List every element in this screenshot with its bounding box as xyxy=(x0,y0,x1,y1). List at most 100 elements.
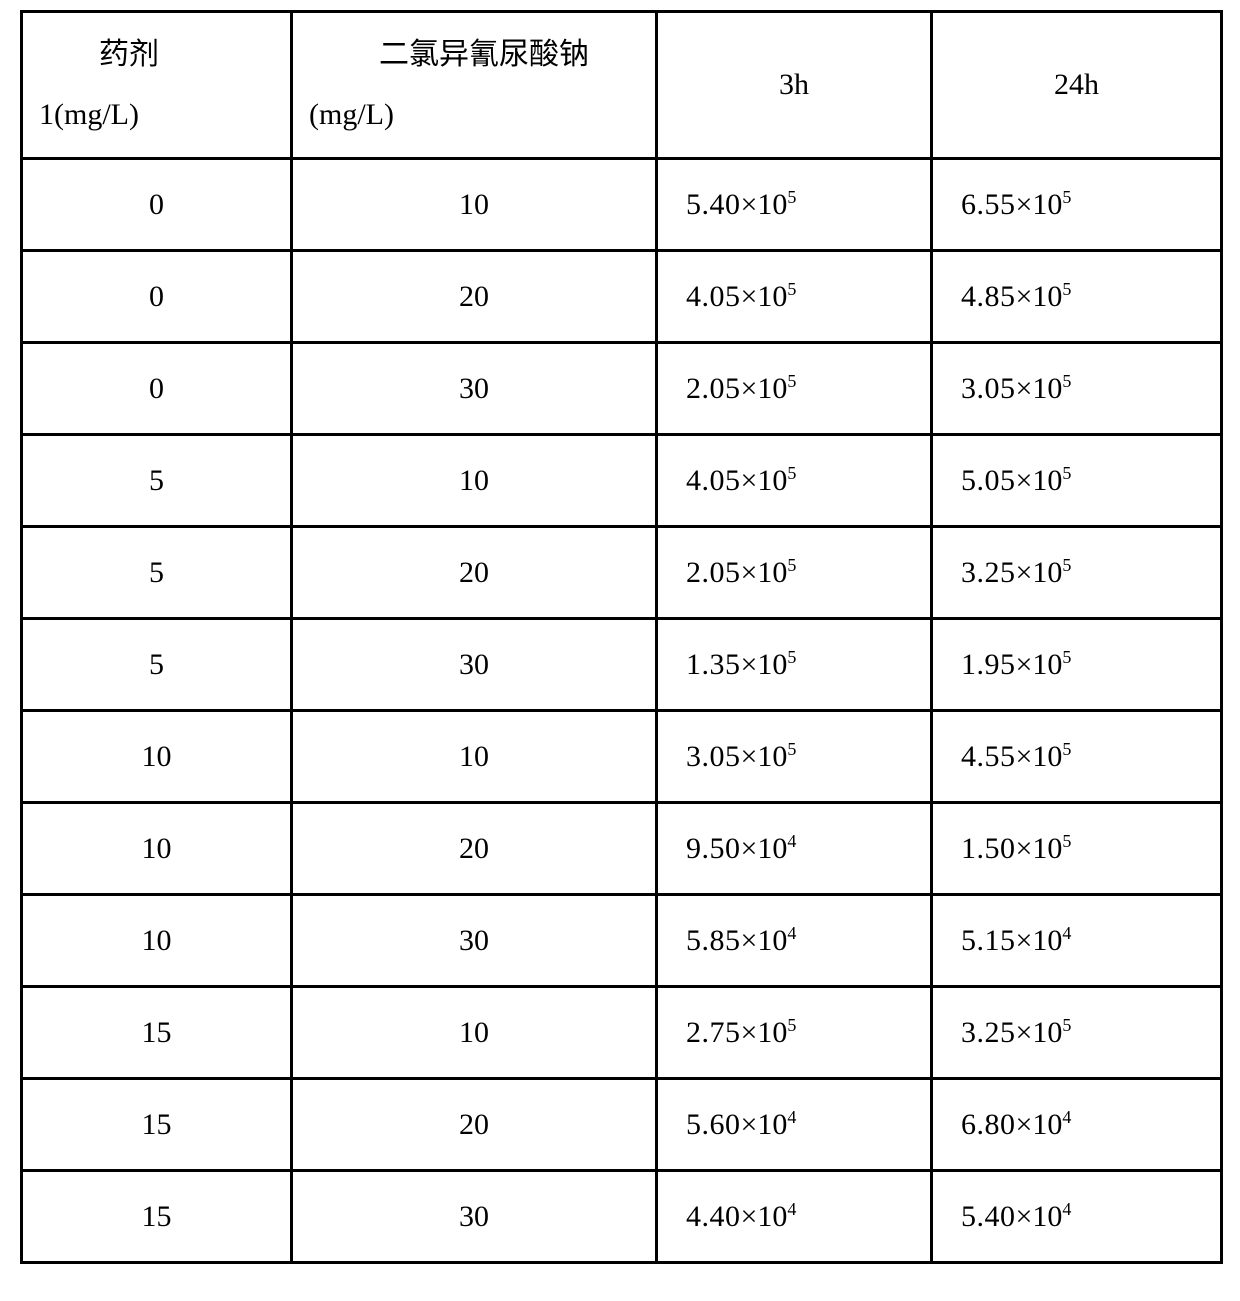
col-header-3h: 3h xyxy=(657,12,932,159)
cell-24h-coef: 5.15 xyxy=(961,924,1016,957)
cell-3h: 4.05×105 xyxy=(657,435,932,527)
cell-24h-exp: 4 xyxy=(1062,1199,1071,1219)
cell-3h-coef: 2.05 xyxy=(686,556,741,589)
cell-24h-coef: 3.25 xyxy=(961,556,1016,589)
col-header-dccna-line1: 二氯异氰尿酸钠 xyxy=(309,25,639,85)
col-header-agent: 药剂 1(mg/L) xyxy=(22,12,292,159)
cell-3h-exp: 5 xyxy=(787,739,796,759)
cell-24h-coef: 6.55 xyxy=(961,188,1016,221)
table-row: 15 10 2.75×105 3.25×105 xyxy=(22,987,1222,1079)
cell-3h: 2.05×105 xyxy=(657,527,932,619)
col-header-dccna-line2: (mg/L) xyxy=(309,85,639,145)
cell-agent: 10 xyxy=(22,803,292,895)
cell-dccna: 20 xyxy=(292,803,657,895)
col-header-24h-label: 24h xyxy=(1054,68,1099,101)
table-row: 0 20 4.05×105 4.85×105 xyxy=(22,251,1222,343)
cell-3h: 9.50×104 xyxy=(657,803,932,895)
cell-24h: 5.15×104 xyxy=(932,895,1222,987)
cell-dccna: 30 xyxy=(292,343,657,435)
table-row: 5 10 4.05×105 5.05×105 xyxy=(22,435,1222,527)
table-row: 0 10 5.40×105 6.55×105 xyxy=(22,159,1222,251)
cell-3h-coef: 5.60 xyxy=(686,1108,741,1141)
cell-agent: 10 xyxy=(22,895,292,987)
cell-3h-coef: 4.05 xyxy=(686,280,741,313)
cell-dccna: 30 xyxy=(292,619,657,711)
cell-3h-exp: 5 xyxy=(787,279,796,299)
cell-24h-exp: 5 xyxy=(1062,463,1071,483)
cell-agent: 15 xyxy=(22,987,292,1079)
cell-3h-exp: 4 xyxy=(787,1107,796,1127)
cell-dccna: 30 xyxy=(292,895,657,987)
cell-agent: 10 xyxy=(22,711,292,803)
cell-24h-exp: 4 xyxy=(1062,1107,1071,1127)
cell-dccna: 20 xyxy=(292,527,657,619)
cell-24h-coef: 1.95 xyxy=(961,648,1016,681)
cell-24h: 4.55×105 xyxy=(932,711,1222,803)
cell-24h: 3.25×105 xyxy=(932,987,1222,1079)
table-row: 5 30 1.35×105 1.95×105 xyxy=(22,619,1222,711)
cell-24h: 6.55×105 xyxy=(932,159,1222,251)
table-row: 10 20 9.50×104 1.50×105 xyxy=(22,803,1222,895)
cell-3h: 5.40×105 xyxy=(657,159,932,251)
col-header-3h-label: 3h xyxy=(779,68,809,101)
cell-24h-coef: 5.40 xyxy=(961,1200,1016,1233)
cell-dccna: 30 xyxy=(292,1171,657,1263)
cell-dccna: 20 xyxy=(292,1079,657,1171)
table-row: 15 30 4.40×104 5.40×104 xyxy=(22,1171,1222,1263)
cell-24h-coef: 1.50 xyxy=(961,832,1016,865)
cell-24h-exp: 5 xyxy=(1062,647,1071,667)
cell-24h-exp: 5 xyxy=(1062,555,1071,575)
cell-24h-coef: 4.85 xyxy=(961,280,1016,313)
col-header-24h: 24h xyxy=(932,12,1222,159)
cell-3h-exp: 4 xyxy=(787,1199,796,1219)
col-header-agent-line1: 药剂 xyxy=(39,25,274,85)
cell-3h: 5.85×104 xyxy=(657,895,932,987)
cell-agent: 15 xyxy=(22,1079,292,1171)
table-header-row: 药剂 1(mg/L) 二氯异氰尿酸钠 (mg/L) 3h 24h xyxy=(22,12,1222,159)
cell-24h: 1.95×105 xyxy=(932,619,1222,711)
cell-3h: 3.05×105 xyxy=(657,711,932,803)
cell-3h-coef: 2.05 xyxy=(686,372,741,405)
cell-24h-coef: 3.25 xyxy=(961,1016,1016,1049)
cell-3h-exp: 5 xyxy=(787,1015,796,1035)
cell-agent: 5 xyxy=(22,619,292,711)
cell-3h-exp: 5 xyxy=(787,647,796,667)
cell-24h: 6.80×104 xyxy=(932,1079,1222,1171)
cell-3h-exp: 5 xyxy=(787,371,796,391)
cell-agent: 5 xyxy=(22,435,292,527)
cell-3h-coef: 2.75 xyxy=(686,1016,741,1049)
cell-24h-exp: 5 xyxy=(1062,739,1071,759)
cell-3h-coef: 5.85 xyxy=(686,924,741,957)
cell-3h-exp: 5 xyxy=(787,555,796,575)
table-row: 0 30 2.05×105 3.05×105 xyxy=(22,343,1222,435)
cell-3h: 2.75×105 xyxy=(657,987,932,1079)
cell-dccna: 10 xyxy=(292,159,657,251)
cell-3h-exp: 5 xyxy=(787,463,796,483)
cell-agent: 5 xyxy=(22,527,292,619)
cell-24h: 5.05×105 xyxy=(932,435,1222,527)
cell-3h-coef: 3.05 xyxy=(686,740,741,773)
cell-agent: 0 xyxy=(22,159,292,251)
cell-3h-exp: 4 xyxy=(787,923,796,943)
cell-24h: 1.50×105 xyxy=(932,803,1222,895)
cell-3h-coef: 4.05 xyxy=(686,464,741,497)
cell-3h-exp: 4 xyxy=(787,831,796,851)
cell-24h-coef: 3.05 xyxy=(961,372,1016,405)
cell-agent: 0 xyxy=(22,343,292,435)
table-row: 5 20 2.05×105 3.25×105 xyxy=(22,527,1222,619)
cell-dccna: 20 xyxy=(292,251,657,343)
cell-24h: 3.05×105 xyxy=(932,343,1222,435)
cell-24h: 3.25×105 xyxy=(932,527,1222,619)
cell-3h-exp: 5 xyxy=(787,187,796,207)
cell-3h-coef: 1.35 xyxy=(686,648,741,681)
cell-dccna: 10 xyxy=(292,435,657,527)
table-row: 10 10 3.05×105 4.55×105 xyxy=(22,711,1222,803)
cell-3h: 5.60×104 xyxy=(657,1079,932,1171)
cell-agent: 0 xyxy=(22,251,292,343)
col-header-dccna: 二氯异氰尿酸钠 (mg/L) xyxy=(292,12,657,159)
data-table: 药剂 1(mg/L) 二氯异氰尿酸钠 (mg/L) 3h 24h 0 10 5.… xyxy=(20,10,1223,1264)
cell-24h: 4.85×105 xyxy=(932,251,1222,343)
cell-24h-coef: 6.80 xyxy=(961,1108,1016,1141)
cell-dccna: 10 xyxy=(292,711,657,803)
table-body: 0 10 5.40×105 6.55×105 0 20 4.05×105 4.8… xyxy=(22,159,1222,1263)
